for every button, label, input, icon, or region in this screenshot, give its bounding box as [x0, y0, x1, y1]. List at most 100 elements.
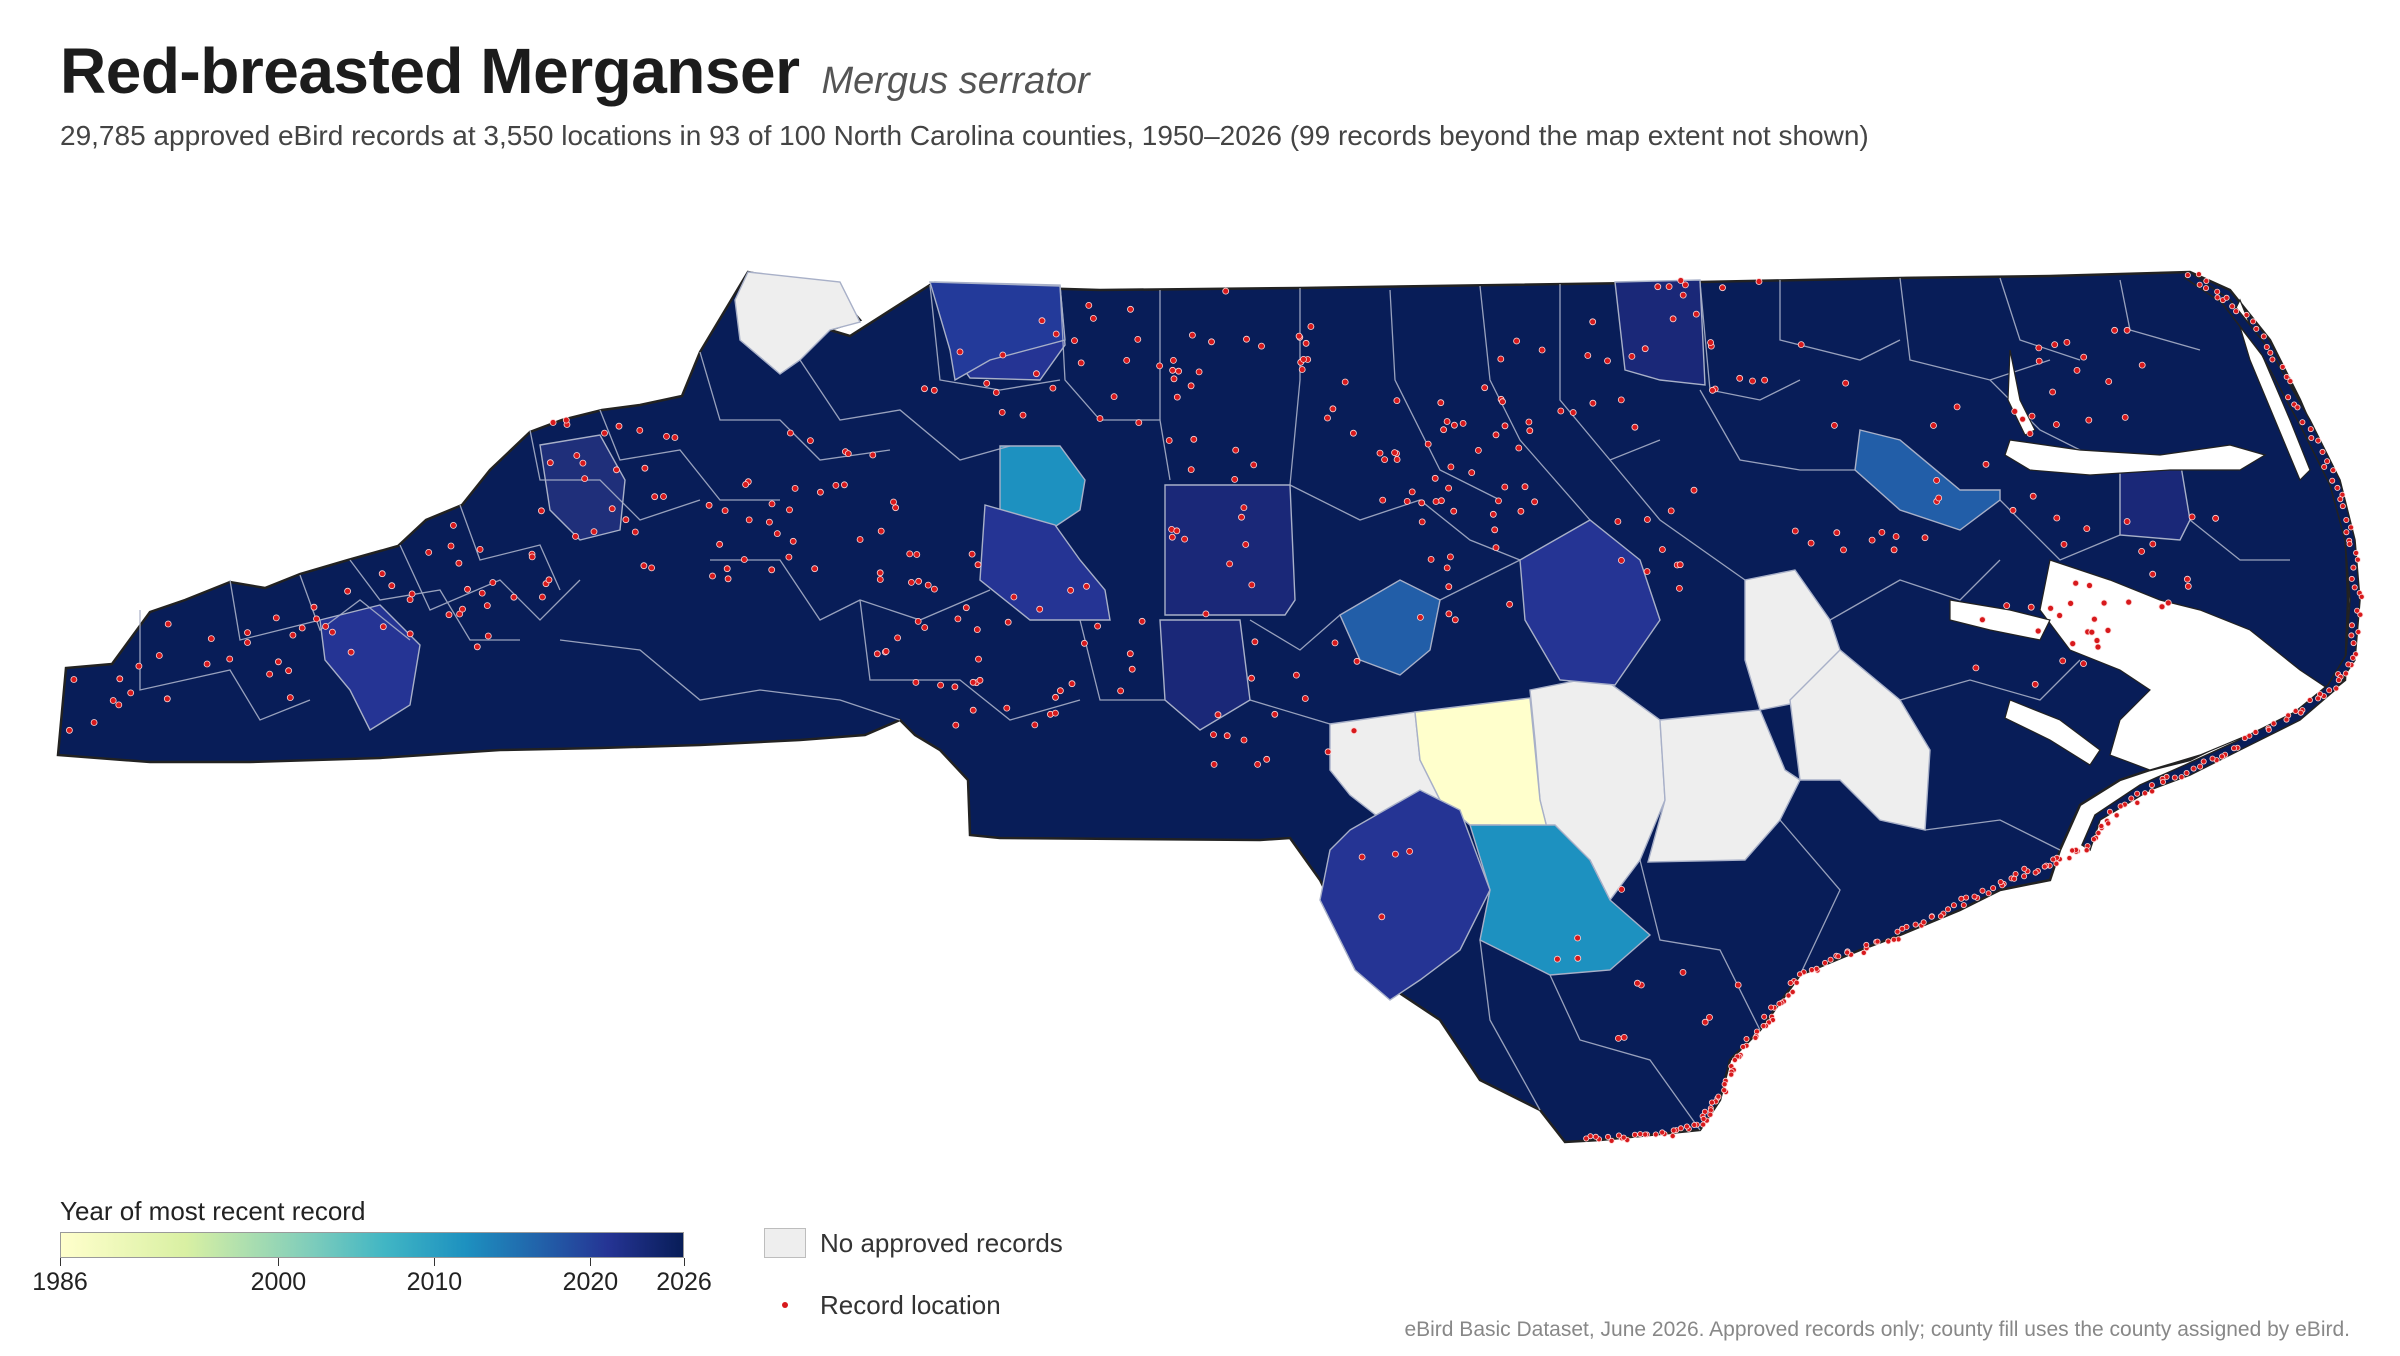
- record-dot: [388, 582, 396, 590]
- record-dot: [379, 623, 387, 631]
- record-dot: [289, 631, 297, 639]
- record-dot: [906, 550, 914, 558]
- record-dot: [1761, 376, 1768, 384]
- record-dot: [841, 481, 848, 489]
- record-dot: [1445, 484, 1452, 492]
- record-dot: [1341, 378, 1349, 386]
- record-dot: [2128, 795, 2135, 802]
- record-dot: [2184, 272, 2191, 279]
- record-dot: [473, 643, 481, 651]
- record-dot: [322, 623, 330, 630]
- record-dot: [1263, 755, 1271, 763]
- record-dot: [1608, 1137, 1615, 1144]
- record-dot: [1808, 967, 1815, 974]
- record-dot: [1620, 1134, 1627, 1141]
- record-dot: [2265, 726, 2272, 733]
- county-borders: [139, 277, 2290, 1131]
- record-dot: [1085, 301, 1093, 309]
- map-title: Red-breasted Merganser: [60, 35, 800, 107]
- record-dot: [1997, 879, 2004, 886]
- record-dot: [1822, 959, 1829, 966]
- record-dot: [2202, 285, 2209, 292]
- record-dot: [274, 658, 282, 666]
- pamlico-sound: [2039, 559, 2331, 771]
- record-dot: [1618, 886, 1625, 893]
- record-dot: [2358, 593, 2365, 600]
- record-dot: [127, 689, 135, 697]
- record-dot: [1937, 913, 1944, 920]
- record-dot: [2164, 599, 2172, 607]
- record-dot: [1489, 510, 1497, 518]
- record-dot: [572, 533, 579, 540]
- record-dot: [2021, 873, 2028, 880]
- record-dot: [1210, 761, 1218, 768]
- record-dot: [1170, 356, 1177, 364]
- record-dot: [2329, 477, 2336, 484]
- record-dot: [1631, 423, 1639, 431]
- record-dot: [1643, 568, 1651, 575]
- source-note: eBird Basic Dataset, June 2026. Approved…: [1404, 1318, 2350, 1341]
- record-dot: [562, 416, 570, 424]
- record-dot: [1752, 1034, 1759, 1041]
- record-dot: [745, 516, 753, 524]
- record-dot: [1049, 384, 1057, 392]
- record-dot: [908, 579, 915, 586]
- record-dot: [1331, 639, 1339, 647]
- record-dot: [2357, 611, 2364, 618]
- record-dot: [1791, 527, 1799, 535]
- record-dot: [2149, 570, 2157, 578]
- record-dot: [1243, 335, 1250, 343]
- record-dot: [573, 452, 581, 459]
- record-dot: [328, 628, 336, 636]
- record-dot: [1447, 553, 1454, 561]
- record-dot: [2073, 366, 2081, 374]
- record-dot: [2029, 492, 2037, 500]
- record-dot: [2028, 412, 2036, 420]
- record-dot: [1930, 422, 1937, 429]
- record-dot: [478, 589, 486, 597]
- record-dot: [832, 481, 840, 489]
- record-dot: [2294, 404, 2301, 411]
- record-dot: [1945, 906, 1952, 913]
- record-dot: [807, 437, 814, 445]
- record-dot: [2094, 643, 2102, 651]
- record-dot: [1659, 546, 1666, 553]
- record-dot: [641, 464, 649, 472]
- record-dot: [2214, 294, 2221, 301]
- record-dot: [811, 565, 819, 573]
- record-dot: [2350, 564, 2357, 571]
- record-dot: [1378, 913, 1386, 921]
- record-dot: [2121, 413, 2129, 421]
- county-rowan: [979, 504, 1111, 621]
- record-dot: [1038, 317, 1046, 325]
- record-dot: [1300, 355, 1307, 363]
- record-dot: [484, 632, 492, 640]
- record-dot: [1513, 337, 1520, 345]
- record-dot: [1574, 934, 1581, 942]
- record-dot: [1492, 431, 1500, 439]
- record-dot: [969, 706, 977, 714]
- record-dot: [1617, 396, 1625, 404]
- record-dot: [1379, 496, 1387, 504]
- record-dot: [1240, 736, 1248, 744]
- record-dot: [2230, 745, 2237, 752]
- record-dot: [2241, 735, 2248, 742]
- record-dot: [1709, 386, 1716, 394]
- record-dot: [2063, 338, 2071, 346]
- record-dot: [70, 676, 78, 683]
- record-dot: [601, 429, 608, 437]
- record-dot: [2093, 637, 2101, 644]
- record-dot: [1637, 1131, 1644, 1138]
- record-dot: [203, 660, 211, 668]
- record-dot: [2190, 765, 2197, 772]
- record-dot: [2218, 753, 2225, 760]
- record-dot: [2178, 774, 2185, 781]
- record-dot: [2086, 582, 2093, 589]
- record-dot: [1127, 305, 1134, 313]
- record-dot: [1935, 494, 1943, 502]
- record-dot: [2069, 640, 2077, 647]
- record-dot: [1979, 887, 1986, 894]
- record-dot: [1302, 339, 1310, 347]
- record-dot: [2083, 525, 2091, 532]
- record-dot: [528, 553, 536, 561]
